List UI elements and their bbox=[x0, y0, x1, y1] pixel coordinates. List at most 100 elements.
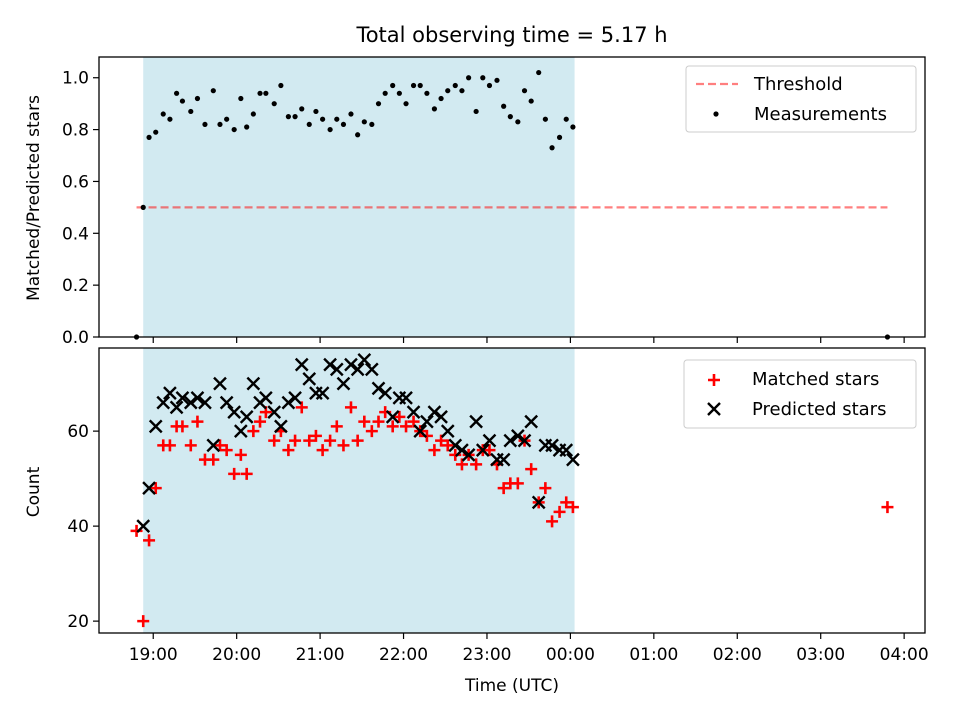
predicted-star-point bbox=[213, 376, 227, 391]
matched-star-point bbox=[149, 482, 162, 495]
matched-star-point bbox=[234, 448, 247, 461]
measurement-point bbox=[528, 98, 534, 104]
bottom-observing-span bbox=[143, 348, 575, 633]
predicted-star-point bbox=[524, 414, 539, 429]
predicted-star-point bbox=[288, 391, 302, 405]
predicted-star-point bbox=[364, 362, 379, 377]
predicted-star-point bbox=[336, 376, 351, 391]
legend-matched-swatch bbox=[708, 374, 720, 386]
predicted-star-point bbox=[183, 395, 198, 410]
measurement-point bbox=[140, 204, 146, 210]
predicted-star-point bbox=[503, 433, 518, 448]
legend-matched-label: Matched stars bbox=[752, 369, 879, 390]
measurement-point bbox=[153, 129, 159, 135]
measurement-point bbox=[431, 106, 438, 112]
measurement-point bbox=[486, 82, 493, 89]
matched-star-point bbox=[344, 401, 357, 414]
matched-star-point bbox=[483, 444, 496, 457]
bottom-series bbox=[130, 353, 894, 628]
matched-star-point bbox=[449, 448, 462, 461]
y-tick-label: 20 bbox=[67, 612, 89, 632]
predicted-star-point bbox=[169, 400, 184, 415]
x-tick-label: 20:00 bbox=[212, 645, 261, 665]
bottom-legend-box bbox=[683, 359, 917, 429]
predicted-star-point bbox=[148, 419, 163, 434]
y-tick-label: 0.4 bbox=[62, 224, 89, 244]
measurement-point bbox=[521, 88, 528, 94]
x-tick-label: 22:00 bbox=[379, 645, 428, 665]
predicted-star-point bbox=[350, 362, 365, 377]
measurement-point bbox=[285, 114, 291, 120]
matched-star-point bbox=[420, 429, 433, 442]
y-tick-label: 0.6 bbox=[62, 172, 89, 192]
legend-predicted-label: Predicted stars bbox=[752, 399, 886, 420]
matched-star-point bbox=[254, 415, 267, 428]
bottom-panel: 20 40 60 19:00 20:00 21:00 22:00 23:00 00:00 01:0… bbox=[24, 347, 929, 696]
matched-star-point bbox=[130, 524, 143, 537]
measurement-point bbox=[556, 134, 563, 140]
matched-star-point bbox=[282, 444, 295, 457]
matched-star-point bbox=[309, 429, 322, 442]
predicted-star-point bbox=[198, 395, 212, 410]
measurement-point bbox=[299, 106, 305, 112]
matched-star-point bbox=[881, 501, 894, 514]
predicted-star-point bbox=[136, 519, 151, 533]
predicted-star-point bbox=[469, 414, 483, 429]
bottom-xlabel: Time (UTC) bbox=[464, 676, 559, 696]
matched-star-point bbox=[511, 477, 524, 490]
measurement-point bbox=[320, 116, 326, 122]
bottom-axes: 20 40 60 19:00 20:00 21:00 22:00 23:00 00:00 01:0… bbox=[67, 347, 929, 665]
measurement-point bbox=[327, 126, 333, 133]
predicted-star-point bbox=[239, 410, 254, 424]
predicted-star-point bbox=[156, 395, 171, 410]
measurement-point bbox=[160, 111, 166, 117]
predicted-star-point bbox=[427, 405, 442, 419]
measurement-point bbox=[536, 69, 542, 76]
measurement-point bbox=[480, 75, 486, 81]
measurement-point bbox=[179, 98, 186, 104]
predicted-star-point bbox=[475, 443, 490, 457]
matched-star-point bbox=[295, 401, 308, 414]
x-tick-label: 23:00 bbox=[462, 645, 511, 665]
matched-star-point bbox=[324, 434, 337, 447]
predicted-star-point bbox=[420, 414, 434, 429]
y-tick-label: 0.0 bbox=[62, 328, 89, 348]
matched-star-point bbox=[337, 439, 350, 452]
predicted-star-point bbox=[302, 372, 317, 386]
measurement-point bbox=[507, 114, 513, 120]
legend-measurements-label: Measurements bbox=[754, 104, 887, 125]
measurement-point bbox=[263, 90, 269, 96]
x-tick-label: 21:00 bbox=[296, 645, 345, 665]
y-tick-label: 40 bbox=[67, 517, 89, 537]
axes-frame bbox=[98, 56, 926, 338]
predicted-star-point bbox=[482, 433, 497, 448]
measurement-point bbox=[313, 108, 319, 115]
bottom-legend: Matched stars Predicted stars bbox=[683, 359, 917, 429]
top-panel: 0.0 0.2 0.4 0.6 0.8 1.0 Matched/Predicted sta… bbox=[24, 56, 926, 348]
top-legend-box bbox=[685, 65, 917, 133]
predicted-star-point bbox=[142, 481, 156, 495]
matched-star-point bbox=[365, 425, 378, 438]
predicted-star-point bbox=[315, 386, 330, 400]
measurement-point bbox=[382, 90, 388, 96]
matched-star-point bbox=[455, 458, 468, 471]
measurement-point bbox=[390, 82, 396, 89]
measurement-point bbox=[424, 90, 430, 96]
predicted-star-point bbox=[413, 424, 428, 438]
measurement-point bbox=[452, 82, 458, 89]
measurement-point bbox=[146, 134, 152, 140]
measurement-point bbox=[501, 103, 507, 109]
measurement-point bbox=[292, 114, 298, 120]
y-tick-label: 0.8 bbox=[62, 121, 89, 141]
measurement-point bbox=[271, 101, 277, 107]
predicted-star-point bbox=[385, 410, 400, 424]
top-observing-span bbox=[143, 57, 575, 337]
measurement-point bbox=[445, 88, 451, 94]
matched-star-point bbox=[228, 467, 241, 480]
measurement-point bbox=[224, 116, 230, 122]
predicted-star-point bbox=[517, 433, 532, 448]
x-tick-label: 03:00 bbox=[796, 645, 845, 665]
measurement-point bbox=[466, 75, 472, 81]
y-tick-label: 0.2 bbox=[62, 276, 89, 296]
